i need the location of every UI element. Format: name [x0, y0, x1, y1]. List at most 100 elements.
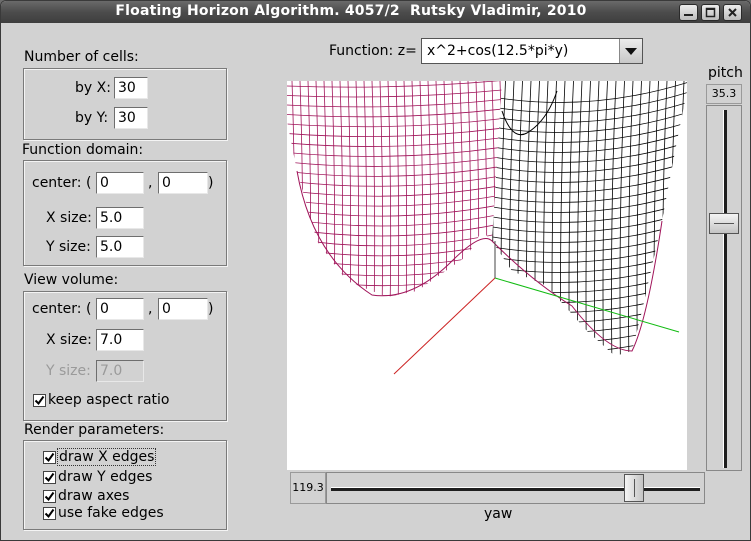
check-icon	[44, 508, 55, 519]
cells-heading: Number of cells:	[24, 49, 139, 65]
view-center-x-input[interactable]: 0	[96, 298, 144, 320]
mesh-line	[287, 203, 502, 217]
cells-y-input[interactable]: 30	[114, 107, 148, 129]
mesh-line	[492, 291, 687, 313]
mesh-line	[517, 81, 523, 356]
mesh-line	[443, 81, 448, 297]
cells-x-input[interactable]: 30	[114, 77, 148, 99]
check-icon	[44, 452, 55, 463]
y-axis-line	[494, 277, 680, 333]
mesh-line	[291, 81, 296, 297]
mesh-line	[387, 81, 392, 297]
keep-aspect-label: keep aspect ratio	[48, 392, 170, 408]
view-xsize-input[interactable]: 7.0	[96, 329, 144, 351]
mesh-line	[287, 184, 502, 197]
draw-axes-checkbox[interactable]	[43, 490, 56, 503]
keep-aspect-checkbox[interactable]	[33, 394, 46, 407]
view-ysize-input: 7.0	[96, 360, 144, 382]
domain-ysize-label: Y size:	[46, 239, 91, 255]
front-surface-mesh	[287, 81, 502, 297]
maximize-button[interactable]	[701, 4, 720, 21]
mesh-line	[670, 81, 676, 356]
pitch-label: pitch	[708, 65, 743, 81]
mesh-line	[467, 81, 472, 297]
fake-edges-checkbox[interactable]	[43, 507, 56, 520]
mesh-line	[483, 81, 488, 297]
mesh-line	[287, 174, 502, 187]
domain-xsize-input[interactable]: 5.0	[96, 207, 144, 229]
minimize-button[interactable]	[679, 4, 698, 21]
pitch-slider[interactable]	[706, 105, 742, 471]
mesh-line	[287, 222, 502, 237]
mesh-line	[492, 331, 687, 353]
yaw-label: yaw	[484, 506, 513, 522]
check-icon	[44, 472, 55, 483]
mesh-line	[339, 81, 344, 297]
mesh-line	[475, 81, 480, 297]
render-canvas[interactable]	[287, 81, 687, 470]
mesh-line	[509, 81, 515, 356]
mesh-line	[492, 211, 687, 233]
mesh-line	[287, 279, 502, 296]
pitch-groove	[723, 110, 727, 468]
mesh-line	[492, 151, 687, 173]
domain-center-y-input[interactable]: 0	[158, 172, 208, 194]
view-group	[23, 291, 227, 421]
mesh-line	[602, 81, 608, 356]
mesh-line	[492, 351, 687, 356]
yaw-slider[interactable]	[326, 472, 705, 504]
mesh-line	[492, 281, 687, 303]
domain-center-sep: ,	[148, 175, 153, 191]
mesh-line	[379, 81, 384, 297]
mesh-line	[315, 81, 320, 297]
mesh-line	[287, 136, 502, 147]
dropdown-button[interactable]	[619, 39, 642, 63]
function-value: x^2+cos(12.5*pi*y)	[427, 43, 569, 59]
mesh-line	[585, 81, 591, 356]
domain-group	[23, 160, 227, 266]
surface-plot	[287, 81, 687, 382]
cells-group	[23, 68, 227, 140]
mesh-line	[451, 81, 456, 297]
mesh-line	[594, 81, 600, 356]
mesh-line	[492, 201, 687, 223]
title-bar[interactable]: Floating Horizon Algorithm. 4057/2 Rutsk…	[1, 1, 750, 23]
yaw-handle[interactable]	[624, 474, 644, 502]
back-surface-edge	[491, 220, 663, 352]
mesh-line	[492, 221, 687, 243]
draw-y-edges-checkbox[interactable]	[43, 471, 56, 484]
view-xsize-label: X size:	[46, 332, 92, 348]
function-select[interactable]: x^2+cos(12.5*pi*y)	[421, 38, 643, 64]
mesh-line	[492, 181, 687, 203]
view-center-y-input[interactable]: 0	[158, 298, 208, 320]
pitch-value: 35.3	[706, 84, 742, 104]
domain-ysize-input[interactable]: 5.0	[96, 236, 144, 258]
draw-x-edges-checkbox[interactable]	[43, 451, 56, 464]
mesh-line	[543, 81, 549, 356]
domain-center-x-input[interactable]: 0	[96, 172, 144, 194]
mesh-line	[411, 81, 416, 297]
draw-x-edges-label: draw X edges	[56, 448, 157, 466]
view-ysize-label: Y size:	[46, 363, 91, 379]
domain-center-close: )	[208, 175, 214, 191]
mesh-line	[355, 81, 360, 297]
mesh-line	[492, 311, 687, 333]
mesh-line	[287, 127, 502, 138]
mesh-line	[492, 171, 687, 193]
mesh-line	[287, 260, 502, 277]
domain-center-label: center: (	[32, 175, 92, 191]
mesh-line	[500, 81, 506, 356]
pitch-handle[interactable]	[709, 213, 739, 234]
mesh-line	[492, 161, 687, 183]
close-button[interactable]	[723, 4, 742, 21]
mesh-line	[653, 81, 659, 356]
back-surface-mesh	[487, 81, 687, 382]
mesh-line	[492, 91, 687, 113]
yaw-groove	[331, 487, 700, 491]
mesh-line	[287, 98, 502, 108]
mesh-line	[287, 81, 502, 88]
mesh-line	[619, 81, 625, 356]
mesh-line	[487, 362, 687, 382]
render-group	[23, 440, 227, 530]
mesh-line	[560, 81, 566, 356]
